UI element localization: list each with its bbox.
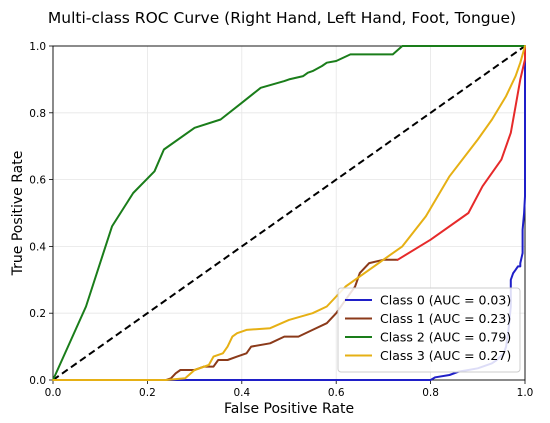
y-tick-label: 0.2 (29, 308, 46, 320)
x-tick-label: 0.6 (328, 387, 345, 399)
class-2-roc-line (52, 45, 526, 381)
class-1-roc-line (52, 258, 399, 381)
legend-entry-label: Class 0 (AUC = 0.03) (380, 293, 511, 308)
class-1-continuation-roc-line (396, 45, 526, 261)
legend: Class 0 (AUC = 0.03) Class 1 (AUC = 0.23)… (337, 287, 521, 373)
legend-box (337, 287, 521, 373)
y-tick-label: 0.8 (29, 108, 46, 120)
legend-entry-label: Class 3 (AUC = 0.27) (380, 348, 511, 363)
x-tick-label: 0.0 (45, 387, 62, 399)
axis-ticks: 0.0 0.2 0.4 0.6 0.8 1.0 0.0 0.2 0.4 0.6 0.8 1.0 (29, 41, 533, 399)
x-tick-label: 0.8 (422, 387, 439, 399)
y-tick-label: 0.6 (29, 175, 46, 187)
x-tick-label: 0.4 (233, 387, 250, 399)
y-tick-label: 1.0 (29, 41, 46, 53)
y-tick-label: 0.4 (29, 241, 46, 253)
diagonal-reference-line (52, 45, 526, 381)
chart-title: Multi-class ROC Curve (Right Hand, Left … (48, 9, 516, 27)
legend-entry-label: Class 2 (AUC = 0.79) (380, 330, 511, 345)
y-tick-label: 0.0 (29, 375, 46, 387)
x-tick-label: 1.0 (517, 387, 534, 399)
y-axis-label: True Positive Rate (10, 151, 26, 277)
legend-entry-label: Class 1 (AUC = 0.23) (380, 311, 511, 326)
class-3-roc-line (52, 45, 526, 381)
x-axis-label: False Positive Rate (224, 401, 354, 417)
x-tick-label: 0.2 (139, 387, 156, 399)
